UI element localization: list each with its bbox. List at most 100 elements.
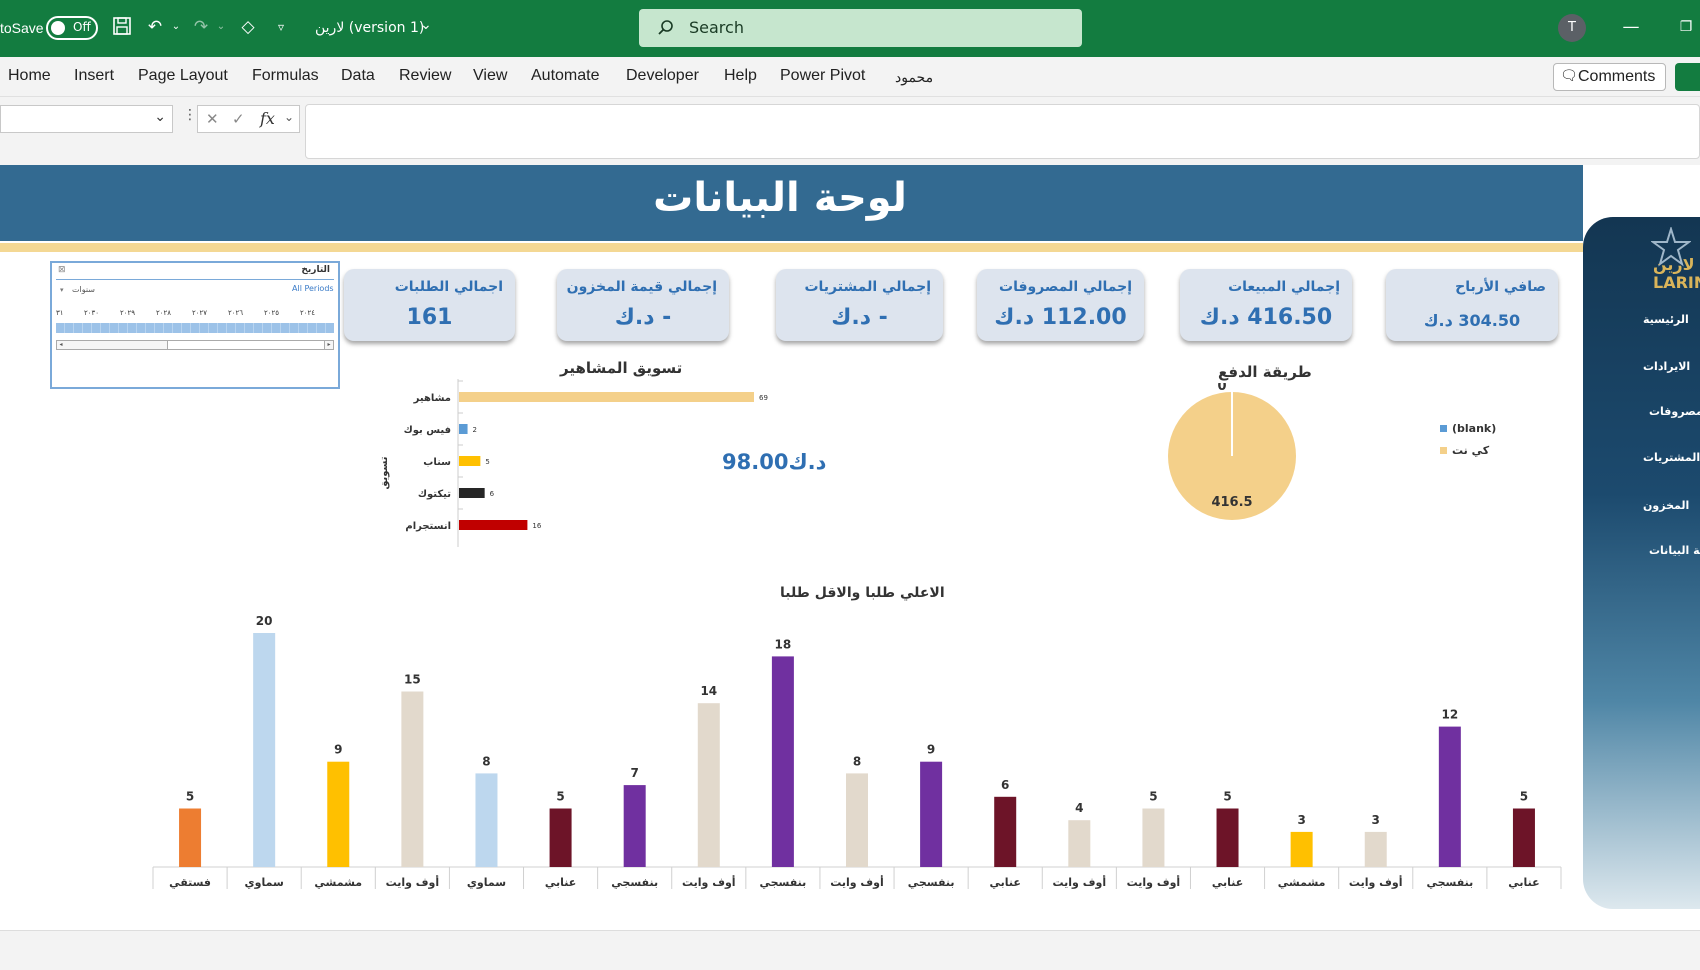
marketing-bar[interactable]	[459, 520, 528, 530]
demand-bar[interactable]	[994, 796, 1017, 867]
card-value: 416.50 د.ك	[1199, 305, 1333, 330]
demand-bar[interactable]	[549, 808, 572, 868]
nav-item-home[interactable]: الرئيسية	[1643, 313, 1689, 326]
demand-bar[interactable]	[771, 656, 794, 867]
fx-chevron-icon[interactable]: ⌄	[284, 110, 295, 124]
tab-review[interactable]: Review	[399, 67, 452, 84]
slicer-year: ٢٠٢٥	[264, 309, 280, 317]
demand-bar[interactable]	[1290, 831, 1313, 867]
demand-bar[interactable]	[1438, 726, 1461, 867]
customize-qat-icon[interactable]: ▿	[277, 20, 285, 34]
demand-category-label: سماوي	[467, 876, 506, 889]
tab-view[interactable]: View	[473, 67, 508, 84]
file-name[interactable]: لارين (version 1)	[315, 20, 425, 36]
marketing-bar[interactable]	[459, 424, 468, 434]
slicer-timeline-bar[interactable]	[56, 323, 334, 333]
star-logo-icon	[1651, 227, 1691, 267]
demand-category-label: مشمشي	[314, 876, 362, 889]
undo-dropdown-icon[interactable]: ⌄	[171, 21, 181, 32]
demand-bar[interactable]	[179, 808, 202, 868]
slicer-unit[interactable]: سنوات	[72, 285, 96, 294]
demand-data-label: 12	[1441, 708, 1458, 722]
chart-title-payment: طريقة الدفع	[1218, 363, 1312, 381]
tab-developer[interactable]: Developer	[626, 67, 699, 84]
undo-icon[interactable]: ↶	[147, 17, 163, 37]
marketing-bar[interactable]	[459, 456, 481, 466]
tab-automate[interactable]: Automate	[531, 67, 600, 84]
file-name-chevron-icon[interactable]: ⌄	[420, 17, 432, 33]
share-button[interactable]	[1675, 63, 1700, 91]
marketing-data-label: 5	[485, 458, 489, 466]
slicer-unit-chevron-icon[interactable]: ▾	[60, 286, 64, 294]
demand-category-label: فستقي	[169, 876, 211, 889]
eraser-icon[interactable]: ◇	[241, 17, 255, 37]
date-timeline-slicer[interactable]: ⊠ التاريخ All Periods ▾ سنوات ٢٠٢٤ ٢٠٢٥ …	[50, 261, 340, 389]
demand-data-label: 8	[482, 754, 490, 768]
demand-bar[interactable]	[1142, 808, 1165, 868]
tab-formulas[interactable]: Formulas	[252, 67, 319, 84]
save-icon[interactable]	[111, 16, 133, 38]
demand-bar[interactable]	[253, 633, 276, 867]
nav-item-revenue[interactable]: الايرادات	[1643, 360, 1691, 373]
demand-bar[interactable]	[623, 785, 646, 867]
slicer-all-periods: All Periods	[292, 284, 334, 293]
demand-bar[interactable]	[920, 761, 943, 867]
demand-category-label: عنابي	[545, 876, 576, 889]
cancel-icon[interactable]: ✕	[206, 110, 219, 128]
search-box[interactable]: Search	[639, 9, 1082, 47]
marketing-bar[interactable]	[459, 488, 485, 498]
scroll-thumb[interactable]	[167, 341, 325, 349]
insert-function-icon[interactable]: fx	[260, 109, 275, 128]
toggle-knob	[51, 21, 65, 35]
demand-bar[interactable]	[846, 773, 868, 867]
tab-page-layout[interactable]: Page Layout	[138, 67, 228, 84]
redo-icon[interactable]: ↷	[193, 17, 209, 37]
autosave-toggle[interactable]: Off	[46, 16, 98, 40]
demand-data-label: 20	[256, 614, 273, 628]
scroll-right-icon[interactable]: ▸	[327, 341, 331, 348]
tab-data[interactable]: Data	[341, 67, 375, 84]
tab-help[interactable]: Help	[724, 67, 757, 84]
marketing-bar-chart: تسويق مشاهير 69 فيس بوك 2 سناب 5 تيكتوك 6 انستجر…	[379, 379, 768, 547]
tab-custom[interactable]: محمود	[895, 69, 934, 85]
name-box[interactable]: ⌄	[0, 105, 173, 133]
redo-dropdown-icon[interactable]: ⌄	[216, 21, 226, 32]
minimize-icon[interactable]: —	[1622, 17, 1640, 37]
nav-item-dashboard[interactable]: لوحة البيانات	[1649, 544, 1700, 557]
tab-power-pivot[interactable]: Power Pivot	[780, 67, 866, 84]
tab-insert[interactable]: Insert	[74, 67, 115, 84]
formula-input[interactable]	[305, 104, 1700, 159]
demand-bar[interactable]	[327, 761, 350, 867]
demand-bar[interactable]	[1216, 808, 1239, 868]
comments-button[interactable]: 🗨 Comments	[1553, 63, 1666, 91]
marketing-data-label: 69	[759, 394, 768, 402]
legend-swatch	[1440, 425, 1447, 432]
demand-data-label: 5	[1223, 790, 1231, 804]
payment-pie-chart: 0 416.5 (blank) كي نت	[1168, 383, 1496, 520]
demand-bar[interactable]	[697, 703, 720, 867]
slicer-scrollbar[interactable]: ◂ ▸	[56, 340, 334, 350]
demand-bar[interactable]	[1364, 831, 1387, 867]
card-total-expenses: إجمالي المصروفات 112.00 د.ك	[977, 269, 1144, 341]
comment-icon: 🗨	[1560, 68, 1578, 84]
demand-bar[interactable]	[401, 691, 424, 868]
demand-bar[interactable]	[475, 773, 498, 867]
legend-entry: (blank)	[1452, 422, 1496, 435]
tab-home[interactable]: Home	[8, 67, 51, 84]
more-icon[interactable]: ⋮	[183, 107, 197, 123]
clear-filter-icon[interactable]: ⊠	[58, 265, 66, 275]
demand-bar[interactable]	[1068, 820, 1091, 867]
demand-bar[interactable]	[1512, 808, 1535, 868]
nav-item-expenses[interactable]: المصروفات	[1649, 405, 1700, 418]
nav-item-inventory[interactable]: المخزون	[1643, 499, 1690, 512]
formula-tools: ✕ ✓ fx ⌄	[197, 105, 300, 133]
nav-item-purchases[interactable]: المشتريات	[1643, 451, 1700, 464]
enter-icon[interactable]: ✓	[232, 110, 245, 128]
restore-icon[interactable]: ❐	[1679, 19, 1693, 35]
demand-category-label: أوف وايت	[1349, 875, 1403, 889]
marketing-bar[interactable]	[459, 392, 754, 402]
scroll-left-icon[interactable]: ◂	[59, 341, 63, 348]
avatar[interactable]: T	[1558, 14, 1586, 42]
slicer-year: ٢٠٢٨	[156, 309, 172, 317]
autosave-label: toSave	[0, 20, 44, 36]
